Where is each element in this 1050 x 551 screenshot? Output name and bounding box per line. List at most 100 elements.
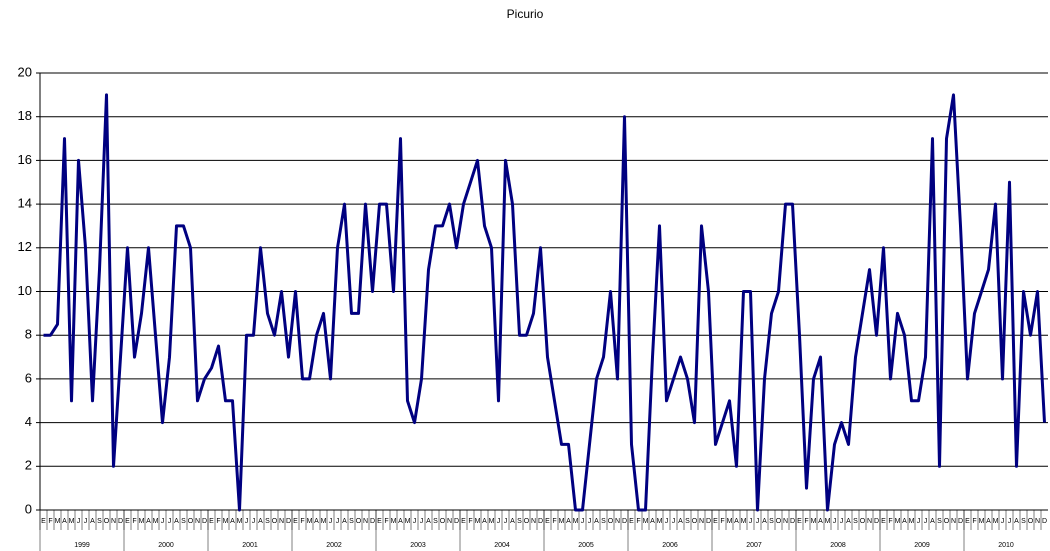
x-tick-label: J — [581, 518, 585, 525]
x-tick-label: F — [384, 518, 388, 525]
x-tick-label: J — [665, 518, 669, 525]
x-tick-label: S — [433, 518, 438, 525]
x-tick-label: N — [195, 518, 200, 525]
x-tick-label: J — [672, 518, 676, 525]
x-tick-label: M — [391, 518, 397, 525]
x-tick-label: N — [447, 518, 452, 525]
x-tick-label: A — [398, 518, 403, 525]
x-tick-label: A — [902, 518, 907, 525]
x-tick-label: J — [749, 518, 753, 525]
group-label: 2009 — [914, 542, 930, 549]
x-tick-label: S — [517, 518, 522, 525]
x-tick-label: M — [727, 518, 733, 525]
x-tick-label: S — [601, 518, 606, 525]
x-tick-label: F — [888, 518, 892, 525]
y-tick-label: 10 — [18, 283, 32, 298]
x-tick-label: E — [125, 518, 130, 525]
x-tick-label: A — [930, 518, 935, 525]
y-tick-label: 14 — [18, 196, 32, 211]
x-tick-label: M — [153, 518, 159, 525]
x-tick-label: D — [118, 518, 123, 525]
x-tick-label: A — [62, 518, 67, 525]
x-tick-label: A — [678, 518, 683, 525]
x-tick-label: E — [881, 518, 886, 525]
x-tick-label: N — [531, 518, 536, 525]
x-tick-label: M — [489, 518, 495, 525]
x-tick-label: O — [356, 518, 362, 525]
x-tick-label: A — [762, 518, 767, 525]
y-tick-label: 4 — [25, 414, 32, 429]
x-tick-label: O — [1028, 518, 1034, 525]
x-tick-label: O — [272, 518, 278, 525]
x-tick-label: M — [475, 518, 481, 525]
x-tick-label: J — [168, 518, 172, 525]
x-tick-label: J — [245, 518, 249, 525]
x-tick-label: M — [909, 518, 915, 525]
x-tick-label: A — [258, 518, 263, 525]
x-tick-label: E — [377, 518, 382, 525]
group-label: 2004 — [494, 542, 510, 549]
x-tick-label: N — [699, 518, 704, 525]
x-tick-label: O — [608, 518, 614, 525]
x-tick-label: A — [650, 518, 655, 525]
x-tick-label: E — [293, 518, 298, 525]
x-tick-label: M — [657, 518, 663, 525]
x-tick-label: S — [1021, 518, 1026, 525]
y-tick-label: 12 — [18, 239, 32, 254]
x-tick-label: J — [336, 518, 340, 525]
x-tick-label: M — [307, 518, 313, 525]
x-tick-label: J — [329, 518, 333, 525]
x-tick-label: J — [1008, 518, 1012, 525]
y-tick-label: 18 — [18, 108, 32, 123]
x-tick-label: E — [629, 518, 634, 525]
x-tick-label: A — [314, 518, 319, 525]
x-tick-label: J — [504, 518, 508, 525]
x-tick-label: D — [958, 518, 963, 525]
x-tick-label: M — [237, 518, 243, 525]
x-tick-label: E — [965, 518, 970, 525]
x-tick-label: F — [132, 518, 136, 525]
x-tick-label: O — [188, 518, 194, 525]
x-tick-label: O — [860, 518, 866, 525]
x-tick-label: M — [223, 518, 229, 525]
x-tick-label: S — [181, 518, 186, 525]
y-tick-label: 0 — [25, 501, 32, 516]
x-tick-label: E — [209, 518, 214, 525]
x-tick-label: S — [265, 518, 270, 525]
group-label: 2006 — [662, 542, 678, 549]
x-tick-label: F — [468, 518, 472, 525]
group-label: 1999 — [74, 542, 90, 549]
x-tick-label: O — [440, 518, 446, 525]
x-tick-label: D — [622, 518, 627, 525]
x-tick-label: O — [104, 518, 110, 525]
x-tick-label: M — [993, 518, 999, 525]
x-tick-label: J — [756, 518, 760, 525]
x-tick-label: J — [497, 518, 501, 525]
x-tick-label: M — [811, 518, 817, 525]
x-tick-label: E — [41, 518, 46, 525]
x-tick-label: A — [146, 518, 151, 525]
x-tick-label: N — [783, 518, 788, 525]
x-tick-label: M — [321, 518, 327, 525]
x-tick-label: A — [174, 518, 179, 525]
x-tick-label: M — [825, 518, 831, 525]
x-tick-label: A — [594, 518, 599, 525]
x-tick-label: J — [420, 518, 424, 525]
x-tick-label: F — [804, 518, 808, 525]
group-label: 2002 — [326, 542, 342, 549]
x-tick-label: J — [833, 518, 837, 525]
y-tick-label: 2 — [25, 458, 32, 473]
x-tick-label: S — [769, 518, 774, 525]
x-tick-label: M — [573, 518, 579, 525]
x-tick-label: J — [917, 518, 921, 525]
x-tick-label: A — [986, 518, 991, 525]
x-tick-label: M — [741, 518, 747, 525]
x-tick-label: A — [1014, 518, 1019, 525]
group-label: 2003 — [410, 542, 426, 549]
x-tick-label: E — [797, 518, 802, 525]
x-tick-label: D — [1042, 518, 1047, 525]
x-tick-label: F — [720, 518, 724, 525]
group-label: 2001 — [242, 542, 258, 549]
x-tick-label: A — [734, 518, 739, 525]
x-tick-label: D — [454, 518, 459, 525]
